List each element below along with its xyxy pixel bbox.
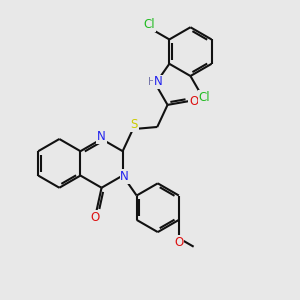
Text: O: O: [174, 236, 184, 249]
Text: N: N: [154, 76, 163, 88]
Text: Cl: Cl: [199, 91, 210, 104]
Text: O: O: [189, 94, 198, 108]
Text: N: N: [120, 170, 129, 183]
Text: H: H: [148, 77, 156, 87]
Text: N: N: [97, 130, 106, 143]
Text: O: O: [91, 211, 100, 224]
Text: S: S: [130, 118, 138, 131]
Text: Cl: Cl: [143, 18, 155, 32]
